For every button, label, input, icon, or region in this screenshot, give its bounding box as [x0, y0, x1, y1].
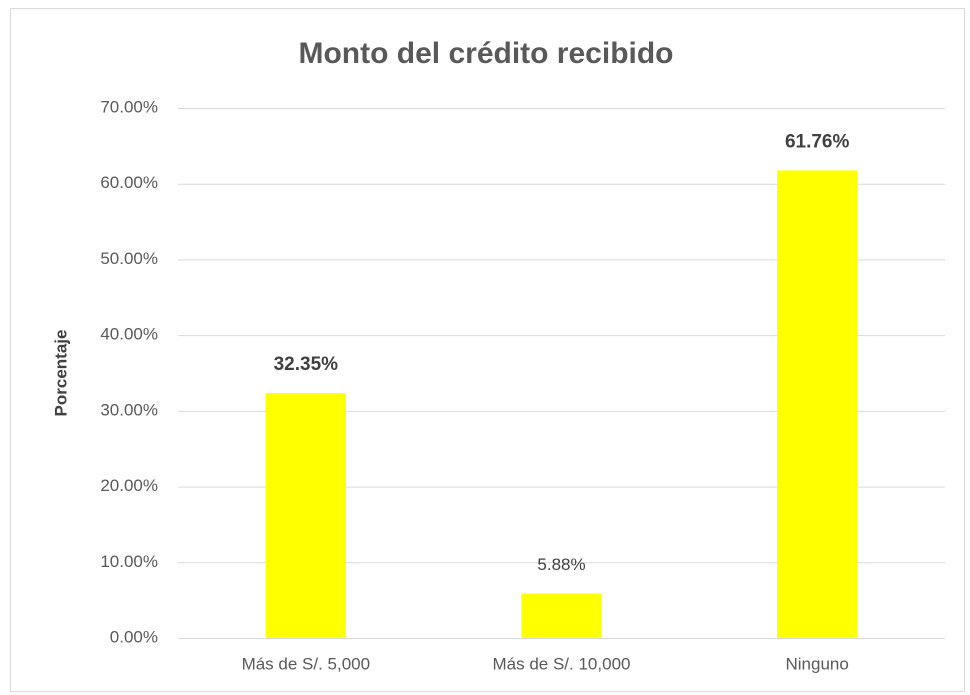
- y-tick-label: 20.00%: [100, 476, 158, 495]
- data-label: 5.88%: [537, 555, 585, 574]
- data-label: 61.76%: [785, 131, 850, 152]
- bar: [777, 170, 858, 639]
- x-tick-label: Más de S/. 5,000: [242, 654, 371, 673]
- chart-title: Monto del crédito recibido: [298, 37, 673, 70]
- bar: [265, 393, 346, 638]
- y-tick-label: 0.00%: [110, 627, 158, 646]
- x-tick-label: Ninguno: [786, 654, 849, 673]
- y-tick-label: 10.00%: [100, 552, 158, 571]
- y-tick-label: 70.00%: [100, 97, 158, 116]
- bar: [521, 593, 602, 638]
- data-label: 32.35%: [274, 354, 339, 375]
- y-tick-label: 30.00%: [100, 400, 158, 419]
- x-tick-label: Más de S/. 10,000: [493, 654, 631, 673]
- y-tick-label: 60.00%: [100, 173, 158, 192]
- y-tick-label: 40.00%: [100, 325, 158, 344]
- y-axis-label: Porcentaje: [51, 330, 70, 417]
- y-tick-label: 50.00%: [100, 249, 158, 268]
